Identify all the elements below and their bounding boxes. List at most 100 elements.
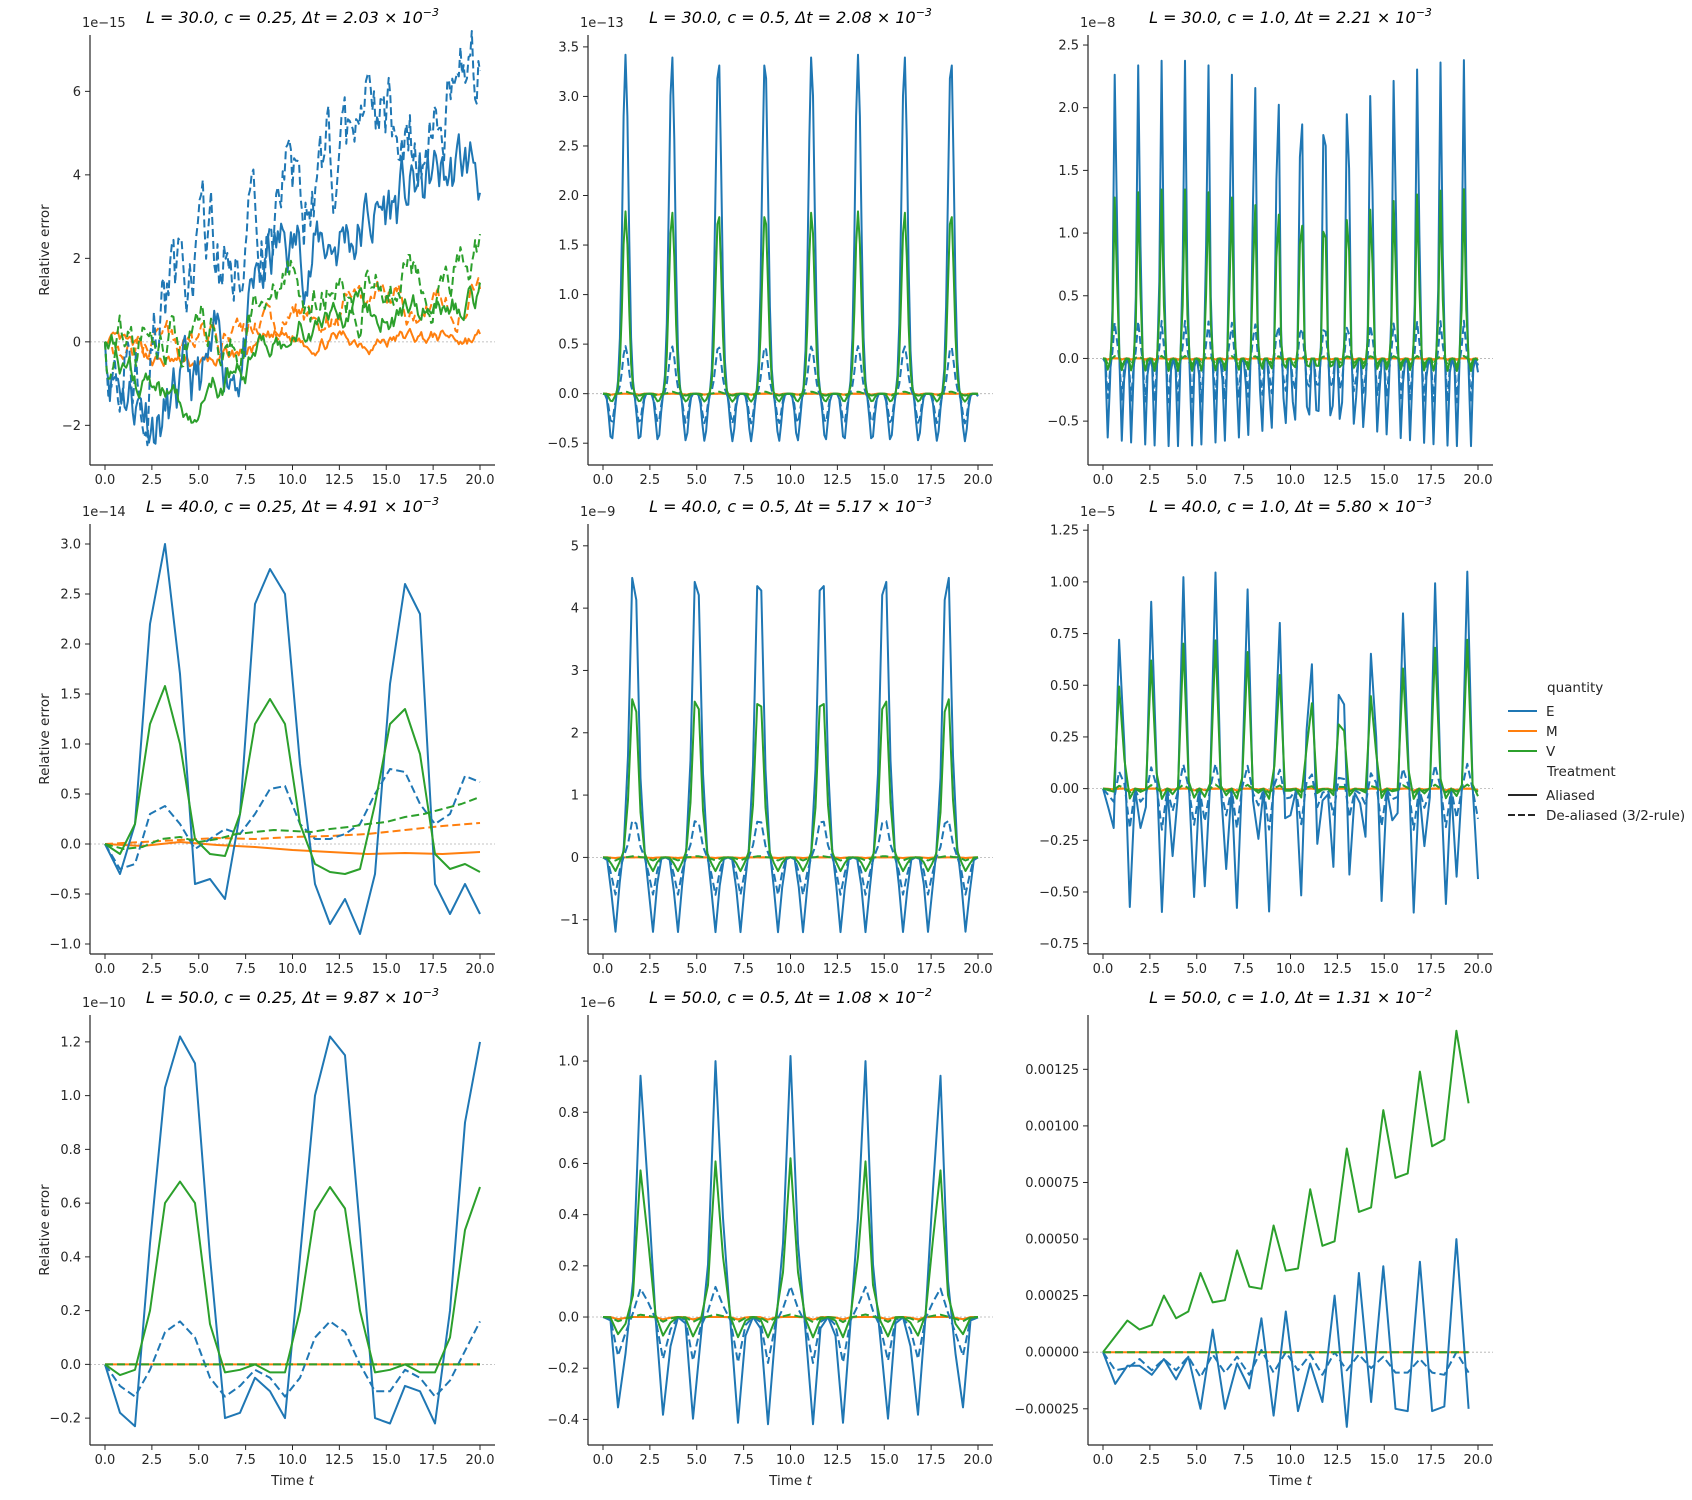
series-V-aliased bbox=[104, 282, 481, 424]
series-E-dealiased bbox=[602, 345, 979, 425]
y-axis-label: Relative error bbox=[37, 693, 53, 785]
x-tick-label: 12.5 bbox=[325, 473, 354, 488]
x-tick-label: 12.5 bbox=[823, 1453, 852, 1468]
series-E-aliased bbox=[602, 576, 979, 934]
x-tick-label: 7.5 bbox=[733, 1453, 754, 1468]
series-V-dealiased bbox=[104, 233, 481, 380]
x-tick-label: 10.0 bbox=[776, 962, 805, 977]
axis-offset-text: 1e−15 bbox=[82, 16, 126, 31]
x-tick-label: 0.0 bbox=[1093, 1453, 1114, 1468]
subplot-title: L = 30.0, c = 1.0, Δt = 2.21 × 10−3 bbox=[1149, 6, 1432, 27]
series-V-aliased bbox=[104, 1180, 481, 1377]
y-tick-label: 5 bbox=[571, 539, 579, 554]
x-tick-label: 5.0 bbox=[686, 473, 707, 488]
x-axis-label-var: t bbox=[807, 1473, 813, 1489]
y-tick-label: 0.2 bbox=[60, 1304, 81, 1319]
legend-label-V: V bbox=[1546, 744, 1556, 760]
x-tick-label: 15.0 bbox=[372, 962, 401, 977]
title-main: L = 40.0, c = 0.5, Δt = 5.17 × 10 bbox=[649, 497, 916, 516]
x-tick-label: 10.0 bbox=[1276, 473, 1305, 488]
y-tick-label: 1.25 bbox=[1050, 524, 1079, 539]
x-tick-label: 0.0 bbox=[95, 1453, 116, 1468]
x-tick-label: 20.0 bbox=[964, 1453, 993, 1468]
x-tick-label: 17.5 bbox=[917, 962, 946, 977]
title-exponent: −3 bbox=[423, 495, 439, 508]
axis-offset-text: 1e−5 bbox=[1080, 505, 1115, 520]
series-V-dealiased bbox=[603, 390, 979, 397]
series-E-dealiased bbox=[1102, 1348, 1470, 1379]
x-tick-label: 7.5 bbox=[235, 1453, 256, 1468]
y-tick-label: 0.00050 bbox=[1025, 1233, 1079, 1248]
x-tick-label: 10.0 bbox=[776, 1453, 805, 1468]
x-tick-label: 5.0 bbox=[188, 473, 209, 488]
x-tick-label: 17.5 bbox=[419, 473, 448, 488]
y-tick-label: −0.5 bbox=[547, 437, 579, 452]
x-axis-label-text: Time bbox=[1268, 1473, 1306, 1489]
title-main: L = 40.0, c = 1.0, Δt = 5.80 × 10 bbox=[1149, 497, 1416, 516]
series-M-aliased bbox=[104, 841, 481, 855]
x-tick-label: 20.0 bbox=[1464, 1453, 1493, 1468]
x-axis-label-text: Time bbox=[270, 1473, 308, 1489]
x-tick-label: 15.0 bbox=[1370, 473, 1399, 488]
x-tick-label: 20.0 bbox=[466, 962, 495, 977]
x-tick-label: 2.5 bbox=[1140, 473, 1161, 488]
x-tick-label: 17.5 bbox=[419, 962, 448, 977]
subplot-title: L = 40.0, c = 0.25, Δt = 4.91 × 10−3 bbox=[146, 495, 439, 516]
x-tick-label: 12.5 bbox=[1323, 473, 1352, 488]
x-tick-label: 10.0 bbox=[278, 962, 307, 977]
title-main: L = 30.0, c = 0.5, Δt = 2.08 × 10 bbox=[649, 8, 916, 27]
y-tick-label: 0.25 bbox=[1050, 730, 1079, 745]
title-main: L = 50.0, c = 0.5, Δt = 1.08 × 10 bbox=[649, 988, 916, 1007]
x-tick-label: 10.0 bbox=[278, 1453, 307, 1468]
series-E-aliased bbox=[104, 543, 481, 935]
y-tick-label: −1.0 bbox=[49, 938, 81, 953]
series-V-aliased bbox=[602, 210, 979, 403]
title-exponent: −3 bbox=[1416, 6, 1432, 19]
y-tick-label: 0.4 bbox=[60, 1250, 81, 1265]
series-V-dealiased bbox=[1102, 783, 1479, 794]
y-tick-label: 4 bbox=[73, 168, 81, 183]
series-E-aliased bbox=[602, 53, 979, 443]
y-tick-label: −0.00025 bbox=[1014, 1402, 1079, 1417]
x-tick-label: 15.0 bbox=[372, 1453, 401, 1468]
y-tick-label: 1.0 bbox=[558, 288, 579, 303]
title-exponent: −3 bbox=[423, 986, 439, 999]
series-E-aliased bbox=[1102, 59, 1479, 448]
x-tick-label: 5.0 bbox=[1186, 1453, 1207, 1468]
y-tick-label: 0.0 bbox=[1058, 352, 1079, 367]
x-tick-label: 20.0 bbox=[466, 1453, 495, 1468]
axis-offset-text: 1e−14 bbox=[82, 505, 126, 520]
y-tick-label: 0.5 bbox=[1058, 289, 1079, 304]
x-tick-label: 12.5 bbox=[325, 962, 354, 977]
y-tick-label: −2 bbox=[62, 419, 81, 434]
y-tick-label: 1.00 bbox=[1050, 575, 1079, 590]
y-tick-label: 0.6 bbox=[60, 1197, 81, 1212]
title-main: L = 50.0, c = 1.0, Δt = 1.31 × 10 bbox=[1149, 988, 1416, 1007]
x-tick-label: 20.0 bbox=[964, 473, 993, 488]
y-tick-label: 1.2 bbox=[60, 1035, 81, 1050]
y-tick-label: 3 bbox=[571, 664, 579, 679]
y-tick-label: −0.4 bbox=[547, 1413, 579, 1428]
x-tick-label: 0.0 bbox=[1093, 473, 1114, 488]
subplot-title: L = 30.0, c = 0.5, Δt = 2.08 × 10−3 bbox=[649, 6, 932, 27]
x-tick-label: 0.0 bbox=[593, 1453, 614, 1468]
x-tick-label: 2.5 bbox=[1140, 1453, 1161, 1468]
y-tick-label: 0.2 bbox=[558, 1259, 579, 1274]
y-tick-label: −0.2 bbox=[547, 1362, 579, 1377]
subplot-6: 0.0 2.5 5.0 7.5 10.0 12.5 15.0 17.5 20.0 −0.75 −0.… bbox=[1039, 495, 1493, 977]
y-tick-label: 3.0 bbox=[558, 90, 579, 105]
y-tick-label: 0.0 bbox=[558, 387, 579, 402]
subplot-4: 0.0 2.5 5.0 7.5 10.0 12.5 15.0 17.5 20.0 −1.0 −0.5… bbox=[37, 495, 495, 977]
x-tick-label: 0.0 bbox=[593, 962, 614, 977]
legend-label-dealiased: De-aliased (3/2-rule) bbox=[1546, 808, 1685, 824]
x-tick-label: 15.0 bbox=[870, 962, 899, 977]
axis-offset-text: 1e−8 bbox=[1080, 16, 1115, 31]
title-main: L = 50.0, c = 0.25, Δt = 9.87 × 10 bbox=[146, 988, 423, 1007]
y-tick-label: 0.00125 bbox=[1025, 1063, 1079, 1078]
series-V-dealiased bbox=[1102, 354, 1479, 366]
x-tick-label: 7.5 bbox=[1233, 473, 1254, 488]
y-tick-label: 0.8 bbox=[60, 1143, 81, 1158]
y-tick-label: −1 bbox=[560, 913, 579, 928]
title-main: L = 30.0, c = 0.25, Δt = 2.03 × 10 bbox=[146, 8, 423, 27]
x-tick-label: 10.0 bbox=[1276, 1453, 1305, 1468]
